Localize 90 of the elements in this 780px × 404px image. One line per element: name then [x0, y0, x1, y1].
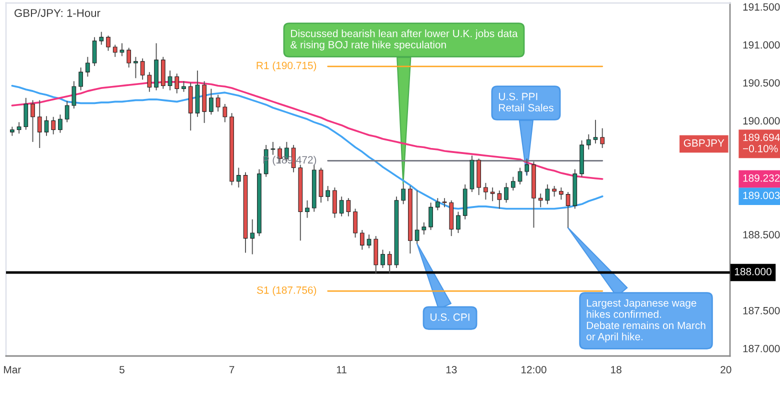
candlestick: [401, 183, 406, 205]
candlestick: [134, 56, 138, 79]
line-series: [11, 84, 604, 210]
candlestick: [353, 208, 358, 238]
candlestick: [72, 80, 76, 110]
y-tick-label: 187.500: [743, 306, 780, 314]
candlestick: [490, 186, 495, 202]
candlestick: [126, 47, 132, 68]
candlestick: [332, 186, 337, 218]
series-label: R1 (190.715): [256, 62, 316, 72]
candlestick: [51, 116, 56, 135]
x-tick-label: 20: [720, 366, 732, 374]
annotation: Discussed bearish lean after lower U.K. jobs data & rising BOJ rate hike speculation: [290, 30, 518, 50]
y-tick-label: 190.500: [743, 79, 780, 87]
y-tick-label: 189.003: [743, 192, 780, 200]
candlestick: [92, 36, 97, 66]
text: GBPJPY: [684, 139, 724, 147]
candlestick: [545, 184, 550, 205]
candlestick: [428, 202, 433, 230]
candlestick: [37, 100, 42, 148]
candlestick: [600, 128, 605, 148]
annotation: U.S. PPI Retail Sales: [498, 92, 554, 112]
y-tick-label: 191.500: [743, 3, 780, 11]
candlestick: [422, 222, 426, 236]
candlestick: [538, 193, 543, 208]
candlestick: [305, 200, 310, 218]
candlestick: [346, 198, 351, 217]
candlestick: [209, 88, 214, 116]
candlestick: [85, 56, 90, 78]
candlestick: [99, 31, 104, 46]
x-tick-label: 18: [611, 366, 622, 374]
candlestick: [216, 94, 220, 112]
chart-title: GBP/JPY: 1-Hour: [14, 8, 100, 17]
candlestick: [366, 234, 372, 249]
annotation: U.S. CPI: [430, 313, 470, 321]
annotation: Largest Japanese wage hikes confirmed. Debate remains on March or April hike.: [586, 299, 706, 342]
candlestick: [44, 116, 49, 136]
candlestick: [147, 72, 152, 92]
candlestick: [270, 141, 276, 156]
candlestick: [497, 190, 502, 210]
candlestick: [24, 97, 28, 130]
candlestick: [120, 42, 124, 57]
candlestick: [380, 249, 385, 268]
candlestick: [140, 58, 145, 80]
candlestick: [552, 185, 556, 198]
candlestick: [30, 100, 35, 142]
y-tick-label: 189.232: [743, 174, 780, 182]
y-tick-label: 190.000: [743, 117, 780, 125]
candlestick: [10, 126, 14, 136]
candlestick: [435, 198, 440, 211]
candlestick: [182, 80, 186, 92]
y-tick-label: 191.000: [743, 41, 780, 49]
y-tick-label: 187.000: [743, 344, 780, 352]
candlestick: [510, 176, 516, 191]
candlestick: [593, 119, 598, 144]
candlestick: [339, 196, 344, 217]
candlestick: [174, 73, 180, 94]
candlestick: [236, 167, 241, 188]
candlestick: [566, 192, 570, 228]
candlestick: [484, 182, 488, 200]
candlestick: [326, 185, 330, 202]
candlestick: [524, 158, 530, 176]
ref-line-label: 188.000: [734, 268, 772, 276]
candlestick: [360, 230, 364, 250]
candlestick: [456, 211, 460, 234]
x-tick-label: 13: [446, 366, 457, 374]
x-tick-label: 12:00: [521, 366, 546, 374]
x-tick-label: 7: [229, 366, 234, 374]
x-tick-label: 11: [336, 366, 346, 374]
candlestick: [222, 103, 228, 123]
series-label: S1 (187.756): [256, 286, 316, 296]
candlestick: [250, 218, 255, 255]
candlestick: [16, 122, 22, 134]
candlestick: [414, 190, 420, 244]
candlestick: [442, 198, 447, 208]
candlestick: [387, 250, 392, 274]
candlestick: [58, 114, 62, 134]
candlestick: [518, 167, 522, 185]
y-tick-label: 189.694 −0.10%: [743, 134, 780, 152]
candlestick: [78, 67, 83, 91]
candlestick: [106, 35, 110, 52]
x-tick-label: 5: [120, 366, 124, 374]
candlestick: [559, 186, 564, 200]
y-tick-label: 188.500: [743, 231, 780, 238]
candlestick: [64, 100, 70, 123]
candlestick: [586, 134, 591, 150]
x-tick-label: Mar: [4, 366, 21, 374]
candlestick: [504, 182, 508, 204]
candlestick: [168, 70, 172, 91]
candlestick: [112, 44, 118, 58]
